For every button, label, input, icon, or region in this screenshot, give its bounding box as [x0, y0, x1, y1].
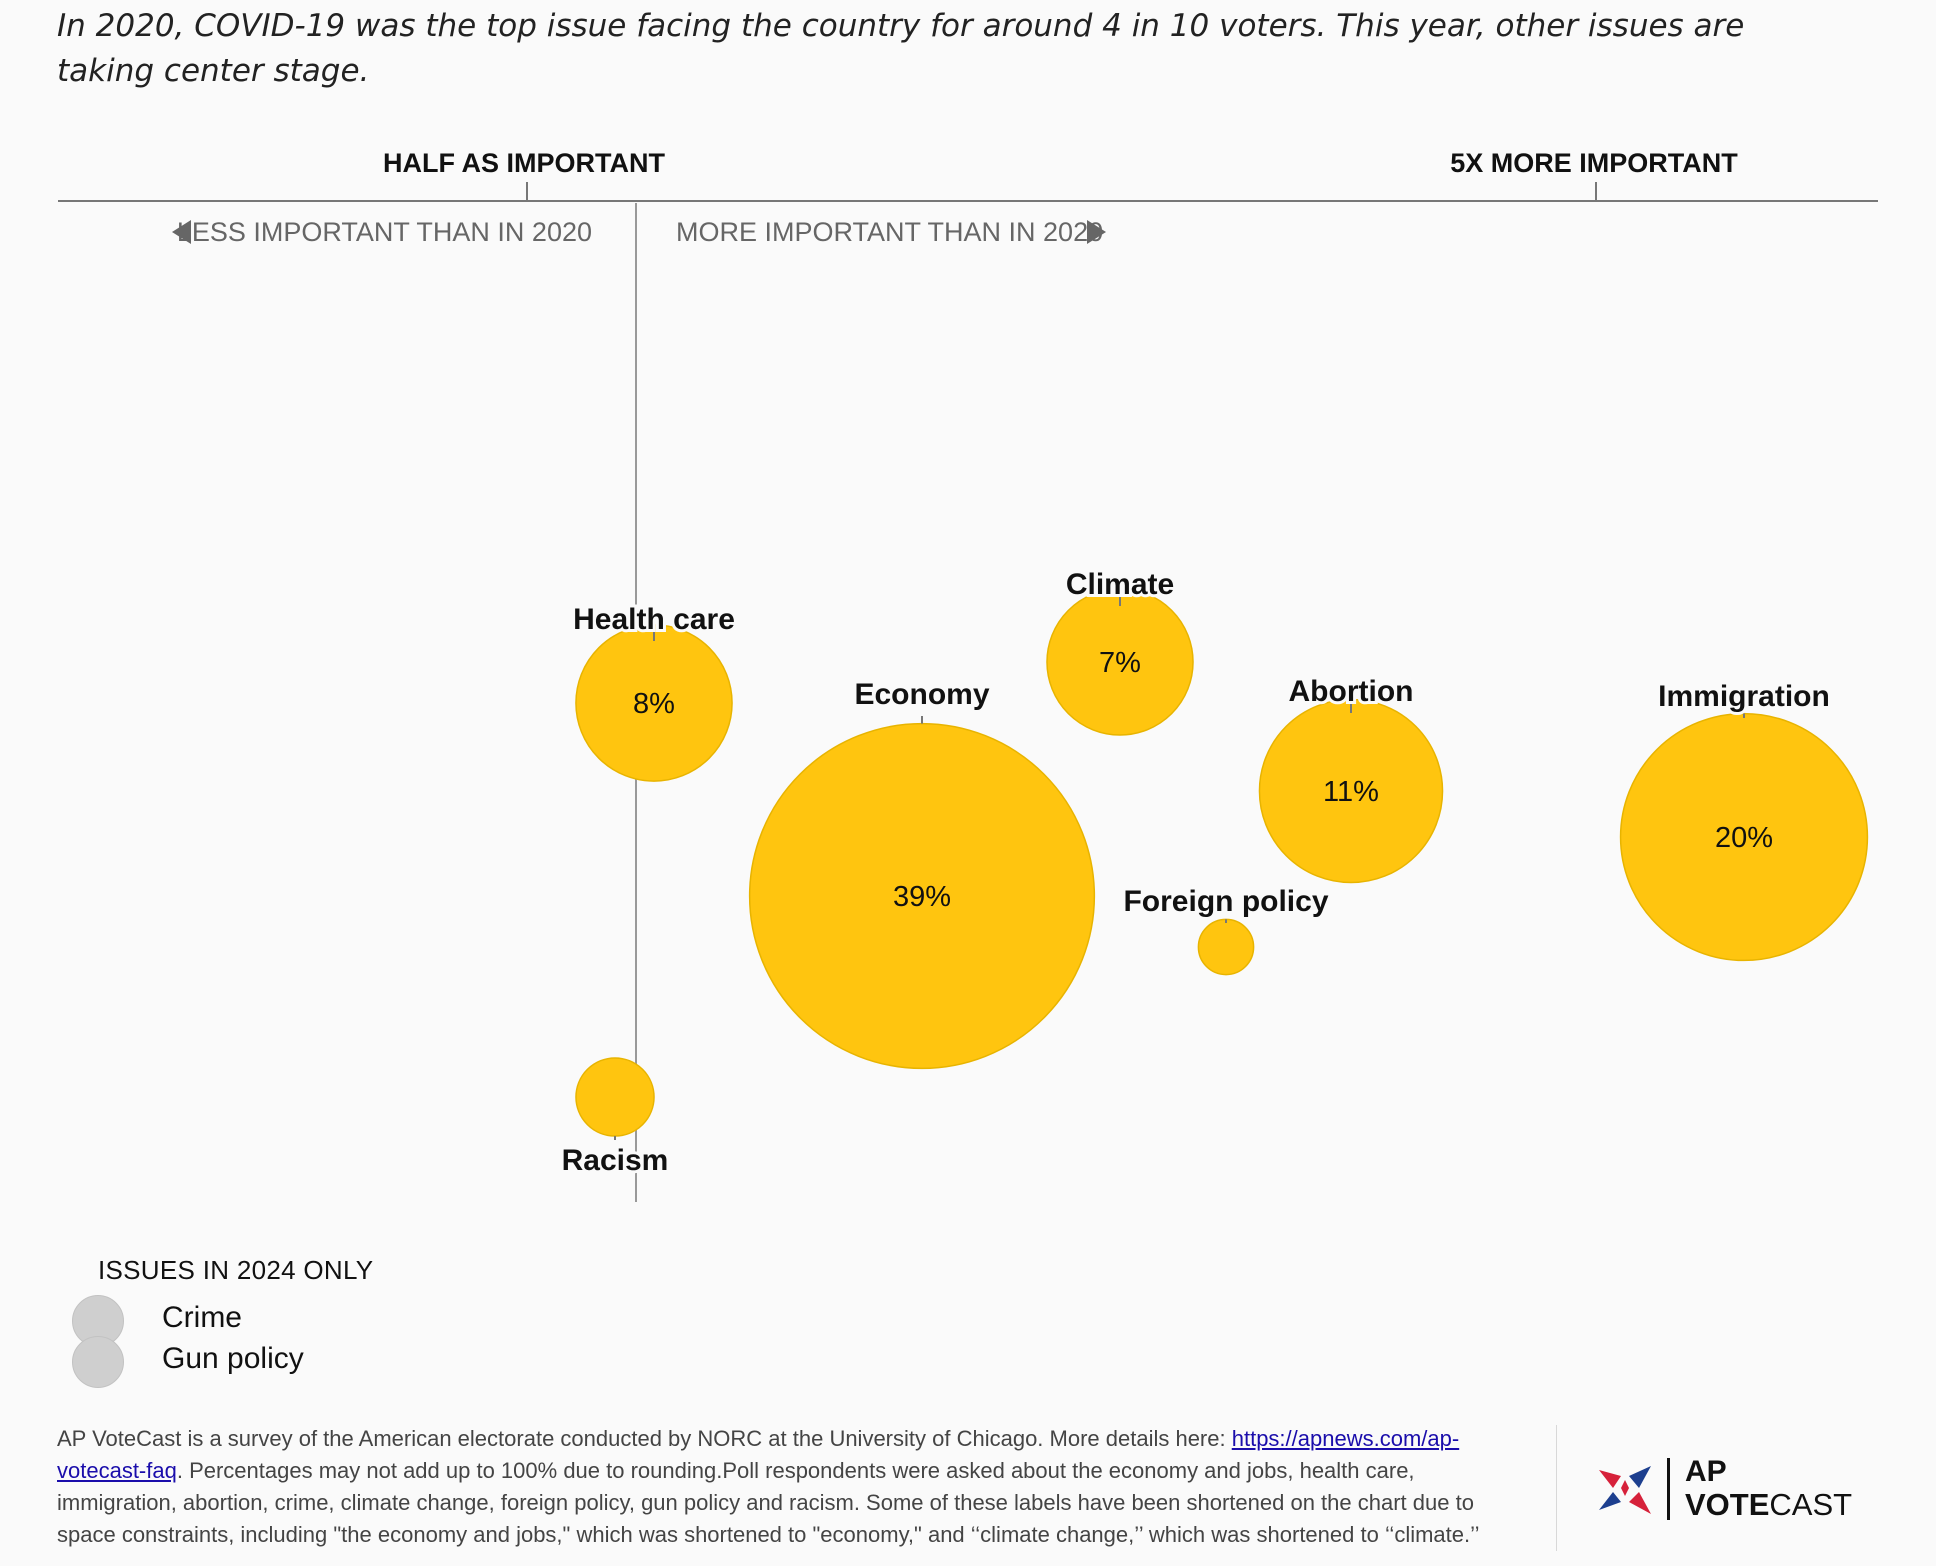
legend-label-gun-policy: Gun policy	[162, 1342, 304, 1375]
legend-item-gun-policy: Gun policy	[70, 1336, 390, 1388]
footnote-text-1: AP VoteCast is a survey of the American …	[57, 1426, 1232, 1451]
label-climate: Climate	[1066, 568, 1174, 601]
votecast-star-icon	[1599, 1466, 1651, 1514]
more-important-label: MORE IMPORTANT THAN IN 2020	[676, 217, 1103, 247]
logo-votecast: VOTECAST	[1685, 1488, 1852, 1522]
label-racism: Racism	[562, 1144, 669, 1177]
legend-dot-gun-policy	[72, 1336, 124, 1388]
logo-bar	[1667, 1458, 1670, 1520]
label-abortion: Abortion	[1289, 675, 1414, 708]
arrow-left-icon	[172, 220, 191, 244]
legend-title: ISSUES IN 2024 ONLY	[98, 1255, 374, 1285]
label-foreign-policy: Foreign policy	[1123, 885, 1328, 918]
value-immigration: 20%	[1715, 822, 1773, 854]
value-economy: 39%	[893, 881, 951, 913]
votecast-faq-link[interactable]: https://apnews.com/ap-votecast-faq	[57, 1426, 1460, 1483]
less-important-label: LESS IMPORTANT THAN IN 2020	[177, 217, 592, 247]
bubbles: Health care 8% Economy 39% Climate 7% Abortion…	[559, 565, 1869, 1180]
logo-vote: VOTE	[1685, 1487, 1770, 1522]
logo-ap: AP	[1685, 1455, 1727, 1488]
value-health-care: 8%	[633, 688, 675, 720]
bubble-foreign-policy[interactable]	[1197, 918, 1255, 976]
value-abortion: 11%	[1323, 776, 1379, 808]
label-economy: Economy	[854, 678, 989, 711]
footnote: AP VoteCast is a survey of the American …	[57, 1423, 1517, 1551]
label-health-care: Health care	[573, 603, 735, 636]
legend-label-crime: Crime	[162, 1301, 242, 1334]
logo-cast: CAST	[1769, 1487, 1853, 1522]
bubble-chart: HALF AS IMPORTANT 5X MORE IMPORTANT LESS…	[58, 148, 1878, 1202]
value-climate: 7%	[1099, 647, 1141, 679]
bubble-racism[interactable]	[575, 1057, 655, 1137]
ap-votecast-logo: AP VOTECAST	[1595, 1456, 1855, 1526]
tick-5x-label: 5X MORE IMPORTANT	[1450, 148, 1738, 178]
tick-half-label: HALF AS IMPORTANT	[383, 148, 665, 178]
footer-divider	[1556, 1425, 1557, 1551]
footnote-text-2: . Percentages may not add up to 100% due…	[57, 1458, 1480, 1547]
chart-subtitle: In 2020, COVID-19 was the top issue faci…	[57, 8, 1745, 89]
arrow-right-icon	[1087, 220, 1106, 244]
label-immigration: Immigration	[1658, 680, 1830, 713]
